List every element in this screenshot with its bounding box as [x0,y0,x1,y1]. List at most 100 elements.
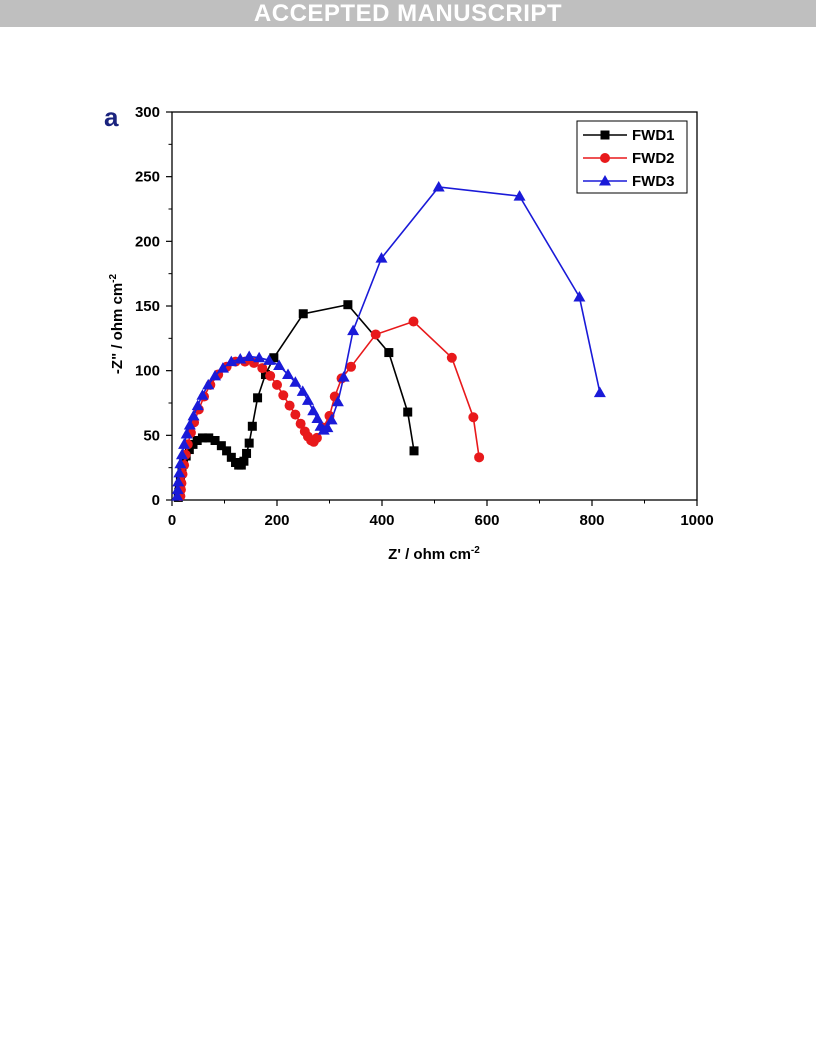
series-line-fwd2 [179,320,480,497]
data-point-fwd3 [171,483,184,495]
data-point-fwd2 [346,361,357,372]
y-tick-label: 300 [135,104,160,121]
legend-marker [600,153,610,163]
data-point-fwd2 [468,412,479,423]
legend-item-fwd2: FWD2 [583,150,675,167]
data-point-fwd3 [202,378,215,390]
data-point-fwd3 [331,395,344,407]
data-point-fwd1 [403,407,413,417]
y-tick-label: 200 [135,233,160,250]
data-point-fwd2 [265,370,276,381]
data-point-fwd1 [197,433,207,443]
data-point-fwd3 [273,359,286,370]
legend-item-fwd1: FWD1 [583,127,675,144]
data-point-fwd3 [253,351,266,363]
data-point-fwd2 [408,316,419,327]
data-point-fwd3 [196,389,209,400]
data-point-fwd3 [513,190,526,201]
series-line-fwd3 [176,186,601,497]
series-layer [171,181,606,502]
data-point-fwd2 [370,329,381,340]
x-axis-label: Z' / ohm cm-2 [388,545,480,563]
data-point-fwd3 [301,394,314,405]
data-point-fwd1 [216,441,226,451]
axis-ticks: 0 200 400 600 800 1000 0 50 100 150 200 250 300 [135,104,714,529]
data-point-fwd3 [375,252,388,263]
data-point-fwd2 [278,390,289,401]
data-point-fwd1 [384,348,394,358]
series-fwd2 [175,316,485,502]
x-tick-label: 800 [579,512,604,529]
data-point-fwd2 [284,400,295,411]
data-point-fwd3 [347,324,360,336]
data-point-fwd3 [175,448,188,460]
series-fwd1 [173,300,419,502]
y-axis-title: -Z" / ohm cm-2 [108,273,126,374]
data-point-fwd3 [307,404,320,416]
data-point-fwd1 [409,446,419,456]
legend-marker [599,175,611,186]
data-point-fwd1 [269,353,279,363]
data-point-fwd1 [210,436,220,446]
y-axis-label: -Z" / ohm cm-2 [108,273,126,374]
data-point-fwd3 [216,362,229,373]
data-point-fwd2 [272,379,282,390]
x-tick-label: 200 [264,512,289,529]
data-point-fwd2 [290,409,301,420]
data-point-fwd3 [573,290,586,302]
data-point-fwd3 [321,421,334,433]
data-point-fwd1 [244,438,254,448]
data-point-fwd1 [226,452,236,462]
legend-label: FWD2 [632,150,675,167]
x-tick-label: 600 [474,512,499,529]
legend-marker [600,130,610,140]
data-point-fwd1 [298,309,308,319]
data-point-fwd3 [311,412,324,424]
x-axis-title: Z' / ohm cm-2 [388,545,480,563]
data-point-fwd3 [263,354,276,365]
data-point-fwd3 [180,428,193,439]
data-point-fwd3 [337,371,350,382]
data-point-fwd3 [243,350,256,361]
data-point-fwd1 [192,436,202,446]
data-point-fwd3 [296,385,309,396]
series-fwd3 [171,181,606,501]
data-point-fwd3 [325,413,338,425]
y-tick-label: 50 [143,427,160,444]
data-point-fwd1 [204,433,214,443]
y-tick-label: 150 [135,298,160,315]
data-point-fwd2 [295,418,306,429]
data-point-fwd1 [247,421,257,431]
legend: FWD1 FWD2 FWD3 [583,127,675,190]
y-tick-label: 0 [152,492,160,509]
data-point-fwd3 [593,386,606,398]
data-point-fwd3 [183,418,196,430]
data-point-fwd3 [209,369,222,381]
data-point-fwd3 [178,438,191,449]
x-tick-label: 400 [369,512,394,529]
data-point-fwd2 [474,452,485,463]
data-point-fwd3 [187,409,200,421]
y-tick-label: 250 [135,169,160,186]
data-point-fwd3 [171,490,184,501]
data-point-fwd1 [239,456,249,466]
data-point-fwd1 [242,448,252,458]
data-point-fwd2 [311,432,322,443]
data-point-fwd3 [191,399,204,411]
legend-label: FWD1 [632,127,675,144]
data-point-fwd1 [184,445,194,455]
x-tick-label: 0 [168,512,176,529]
y-tick-label: 100 [135,363,160,380]
data-point-fwd3 [432,181,445,192]
data-point-fwd3 [173,466,186,478]
data-point-fwd3 [289,376,302,387]
panel-label: a [104,102,119,132]
data-point-fwd1 [343,300,353,310]
data-point-fwd2 [257,363,268,374]
accepted-manuscript-banner: ACCEPTED MANUSCRIPT [0,0,816,27]
legend-item-fwd3: FWD3 [583,173,675,190]
x-tick-label: 1000 [680,512,713,529]
data-point-fwd3 [282,368,295,380]
data-point-fwd2 [446,352,457,363]
